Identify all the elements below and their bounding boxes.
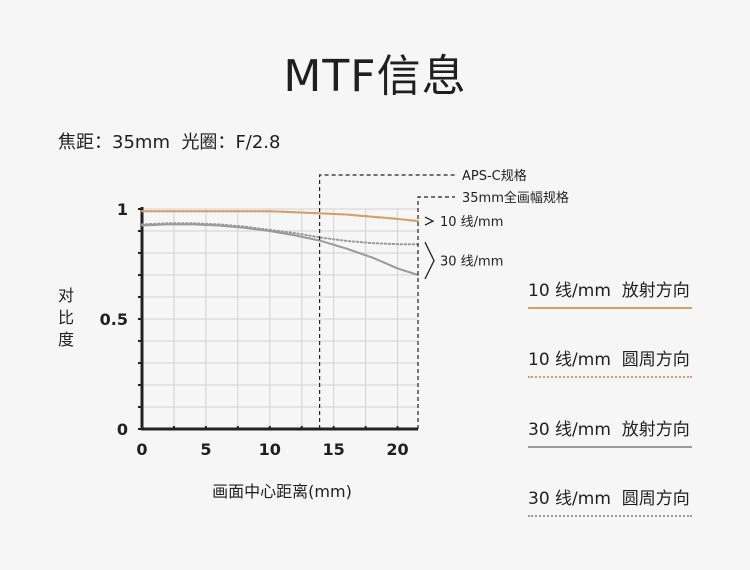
focal-length-label: 焦距： bbox=[58, 132, 112, 153]
series-line-0 bbox=[141, 210, 419, 223]
aperture-label: 光圈： bbox=[181, 132, 236, 153]
legend-label: 10 线/mm 放射方向 bbox=[528, 281, 690, 301]
y-tick-label: 0.5 bbox=[100, 310, 128, 329]
x-axis-label: 画面中心距离(mm) bbox=[212, 482, 352, 501]
legend-swatch bbox=[528, 515, 692, 517]
legend-item: 10 线/mm 圆周方向 bbox=[528, 345, 692, 378]
y-tick-label: 1 bbox=[117, 200, 128, 219]
legend-swatch bbox=[528, 307, 692, 309]
y-axis-label: 度 bbox=[58, 330, 74, 349]
x-tick-label: 15 bbox=[323, 440, 345, 459]
y-axis-label: 比 bbox=[58, 308, 74, 327]
format-marker-line bbox=[319, 174, 455, 429]
series-line-2 bbox=[141, 223, 419, 276]
series-line-3 bbox=[141, 222, 419, 246]
x-tick-label: 20 bbox=[386, 440, 408, 459]
legend-label: 10 线/mm 圆周方向 bbox=[528, 350, 690, 370]
series-line-1 bbox=[141, 210, 419, 223]
group-label: 30 线/mm bbox=[440, 255, 503, 270]
legend-item: 10 线/mm 放射方向 bbox=[528, 276, 692, 309]
legend-swatch bbox=[528, 376, 692, 378]
legend-label: 30 线/mm 圆周方向 bbox=[528, 489, 690, 509]
legend-item: 30 线/mm 圆周方向 bbox=[528, 484, 692, 517]
group-label: 10 线/mm bbox=[440, 215, 503, 230]
y-tick-label: 0 bbox=[117, 420, 128, 439]
lens-specs: 焦距：35mm 光圈：F/2.8 bbox=[58, 128, 280, 154]
format-marker-label: 35mm全画幅规格 bbox=[462, 190, 569, 206]
legend-label: 30 线/mm 放射方向 bbox=[528, 420, 690, 440]
group-chevron bbox=[424, 216, 435, 226]
legend-item: 30 线/mm 放射方向 bbox=[528, 415, 692, 448]
x-tick-label: 0 bbox=[136, 440, 147, 459]
legend-swatch bbox=[528, 446, 692, 448]
x-tick-label: 5 bbox=[200, 440, 211, 459]
format-marker-line bbox=[417, 196, 455, 429]
x-tick-label: 10 bbox=[259, 440, 281, 459]
aperture-value: F/2.8 bbox=[235, 132, 281, 153]
page-title: MTF信息 bbox=[283, 51, 467, 102]
format-marker-label: APS-C规格 bbox=[462, 168, 527, 184]
y-axis-label: 对 bbox=[58, 286, 74, 305]
focal-length-value: 35mm bbox=[112, 132, 170, 153]
group-bracket bbox=[424, 241, 435, 280]
